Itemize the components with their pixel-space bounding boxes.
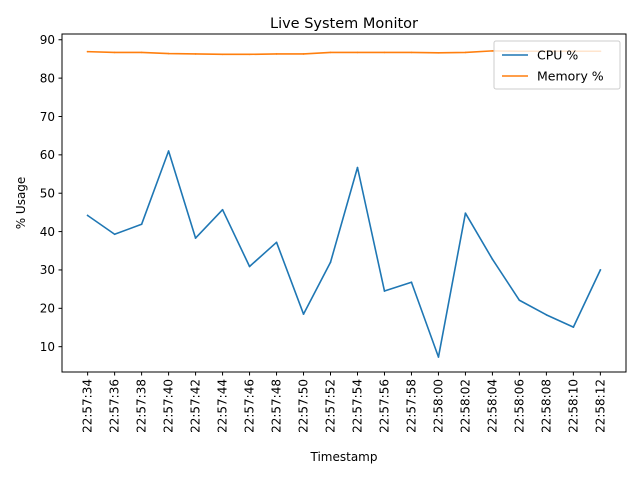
x-tick-label: 22:57:54: [350, 379, 364, 433]
series-1-point: [356, 51, 359, 54]
series-0-point: [167, 150, 170, 152]
x-tick-label: 22:57:52: [324, 379, 338, 433]
y-tick-label: 50: [40, 187, 55, 201]
series-1-point: [86, 50, 89, 53]
x-tick-label: 22:58:00: [431, 379, 445, 433]
y-tick-label: 90: [40, 33, 55, 47]
series-0-point: [572, 326, 575, 328]
x-tick-label: 22:58:06: [512, 379, 526, 433]
series-0-point: [356, 166, 359, 169]
x-tick-label: 22:58:12: [593, 379, 607, 433]
y-tick-label: 30: [40, 263, 55, 277]
axes-frame: [61, 33, 627, 373]
legend-label-1: Memory %: [537, 69, 604, 84]
series-1-point: [491, 50, 494, 52]
x-tick-label: 22:57:44: [216, 379, 230, 433]
series-1-point: [167, 52, 170, 55]
chart-title: Live System Monitor: [270, 16, 418, 32]
series-0-point: [383, 290, 386, 292]
series-1-point: [329, 51, 332, 54]
series-1-point: [194, 53, 197, 55]
y-tick-label: 40: [40, 225, 55, 239]
series-1-point: [302, 53, 305, 55]
legend-label-0: CPU %: [537, 48, 578, 63]
x-tick-label: 22:57:46: [243, 379, 257, 433]
x-tick-label: 22:57:56: [377, 379, 391, 433]
series-0-point: [248, 265, 251, 268]
series-1-point: [221, 53, 224, 56]
y-tick-label: 10: [40, 340, 55, 354]
series-0-point: [410, 281, 413, 284]
series-0-point: [194, 237, 197, 239]
series-0-point: [329, 261, 332, 264]
series-0-point: [86, 214, 89, 217]
x-tick-label: 22:57:50: [297, 379, 311, 433]
series-1-point: [113, 51, 116, 54]
series-0-point: [491, 258, 494, 261]
y-tick-label: 80: [40, 71, 55, 85]
y-tick-label: 20: [40, 302, 55, 316]
x-tick-label: 22:57:40: [162, 379, 176, 433]
y-tick-label: 70: [40, 110, 55, 124]
x-tick-label: 22:57:34: [81, 379, 95, 433]
x-tick-label: 22:58:08: [539, 379, 553, 433]
series-0-point: [275, 241, 278, 244]
legend-box: [493, 40, 621, 90]
x-axis-label: Timestamp: [310, 450, 378, 464]
series-0-point: [437, 356, 440, 358]
series-1-point: [437, 51, 440, 54]
y-axis: 10 20 30 40 50 60 70 80 90: [40, 33, 62, 354]
plot-area: [86, 50, 602, 358]
series-1-point: [410, 51, 413, 54]
series-0-point: [221, 208, 224, 211]
x-tick-label: 22:57:38: [135, 379, 149, 433]
series-1-point: [275, 53, 278, 55]
series-line-0: [86, 150, 602, 358]
x-axis: 22:57:34 22:57:36 22:57:38 22:57:40 22:57:42…: [81, 372, 607, 433]
x-tick-label: 22:57:48: [270, 379, 284, 433]
x-tick-label: 22:58:04: [485, 379, 499, 433]
x-tick-label: 22:58:02: [458, 379, 472, 433]
series-0-point: [464, 212, 467, 214]
series-0-point: [599, 269, 602, 271]
series-0-point: [140, 223, 143, 226]
series-0-point: [113, 233, 116, 236]
y-tick-label: 60: [40, 148, 55, 162]
y-axis-label: % Usage: [14, 177, 28, 230]
series-1-point: [248, 53, 251, 56]
x-tick-label: 22:58:10: [566, 379, 580, 433]
x-tick-label: 22:57:42: [189, 379, 203, 433]
series-1-point: [140, 51, 143, 54]
series-0-point: [302, 313, 305, 315]
series-1-point: [464, 51, 467, 54]
x-tick-label: 22:57:58: [404, 379, 418, 433]
legend: CPU % Memory %: [493, 40, 621, 90]
series-0-point: [545, 314, 548, 316]
x-tick-label: 22:57:36: [108, 379, 122, 433]
series-1-point: [383, 51, 386, 54]
series-0-point: [518, 299, 521, 302]
